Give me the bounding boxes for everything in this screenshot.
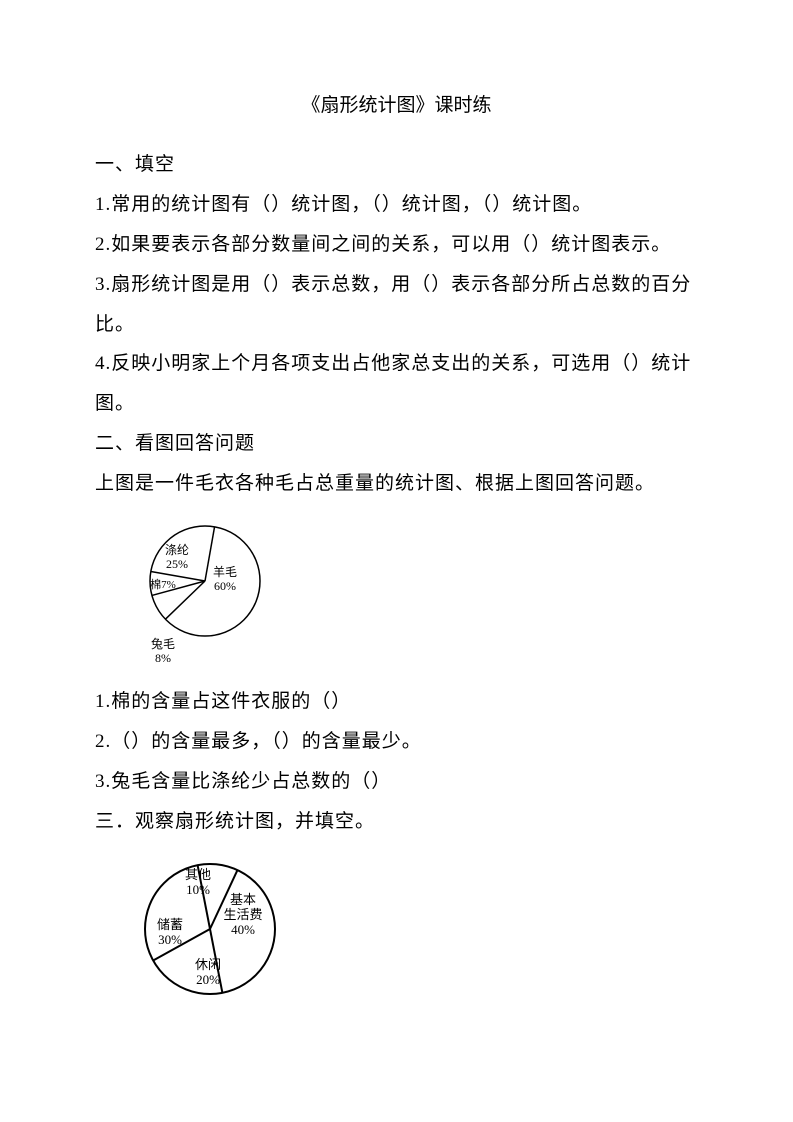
svg-text:60%: 60%: [214, 579, 236, 593]
svg-text:羊毛: 羊毛: [213, 564, 237, 579]
pie-chart-2-wrap: 基本生活费40% 休闲20% 储蓄30% 其他10%: [125, 854, 698, 1009]
svg-text:棉7%: 棉7%: [150, 577, 176, 591]
svg-text:10%: 10%: [186, 882, 210, 897]
svg-text:25%: 25%: [166, 557, 188, 571]
question-1-1: 1.常用的统计图有（）统计图，（）统计图，（）统计图。: [95, 185, 698, 225]
svg-text:休闲: 休闲: [195, 957, 221, 972]
svg-text:8%: 8%: [155, 651, 171, 665]
question-1-4: 4.反映小明家上个月各项支出占他家总支出的关系，可选用（）统计图。: [95, 344, 698, 424]
page-title: 《扇形统计图》课时练: [95, 90, 698, 117]
svg-text:涤纶: 涤纶: [165, 543, 189, 557]
pie-chart-1-wrap: 羊毛60% 兔毛8% 棉7% 涤纶25%: [125, 516, 698, 666]
question-2-2: 2.（）的含量最多，（）的含量最少。: [95, 722, 698, 762]
section-2-intro: 上图是一件毛衣各种毛占总重量的统计图、根据上图回答问题。: [95, 464, 698, 504]
svg-text:30%: 30%: [158, 932, 182, 947]
question-2-3: 3.兔毛含量比涤纶少占总数的（）: [95, 762, 698, 802]
question-2-1: 1.棉的含量占这件衣服的（）: [95, 682, 698, 722]
pie-chart-2: 基本生活费40% 休闲20% 储蓄30% 其他10%: [125, 854, 315, 1009]
section-2-header: 二、看图回答问题: [95, 424, 698, 464]
svg-text:其他: 其他: [185, 867, 211, 882]
svg-text:20%: 20%: [196, 972, 220, 987]
svg-text:基本: 基本: [230, 892, 256, 907]
question-1-2: 2.如果要表示各部分数量间之间的关系，可以用（）统计图表示。: [95, 225, 698, 265]
pie-chart-1: 羊毛60% 兔毛8% 棉7% 涤纶25%: [125, 516, 305, 666]
section-3-header: 三．观察扇形统计图，并填空。: [95, 802, 698, 842]
svg-text:40%: 40%: [231, 922, 255, 937]
svg-text:生活费: 生活费: [223, 907, 262, 922]
section-1-header: 一、填空: [95, 145, 698, 185]
svg-text:兔毛: 兔毛: [151, 636, 175, 651]
svg-text:储蓄: 储蓄: [157, 917, 183, 932]
question-1-3: 3.扇形统计图是用（）表示总数，用（）表示各部分所占总数的百分比。: [95, 265, 698, 345]
